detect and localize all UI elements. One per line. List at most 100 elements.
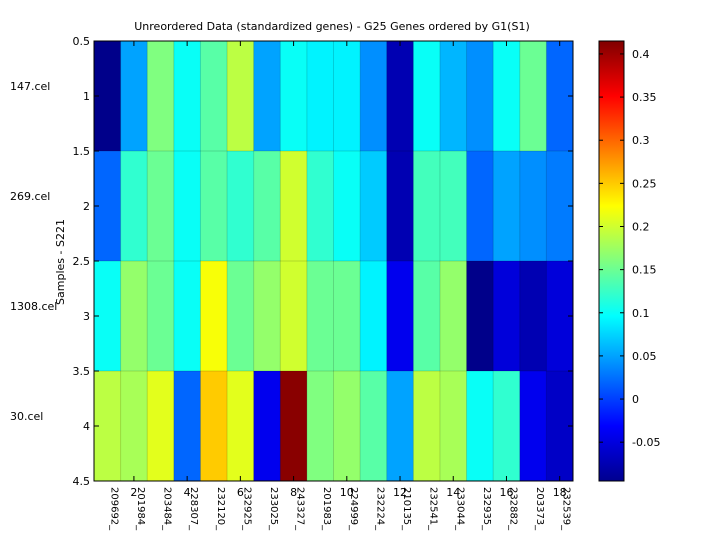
- heatmap-cell: [306, 261, 334, 372]
- heatmap-cell: [333, 41, 361, 152]
- heatmap-cell: [439, 261, 468, 372]
- heatmap-cell: [227, 151, 255, 262]
- heatmap-cell: [227, 261, 255, 372]
- column-label: 233025_: [268, 487, 279, 531]
- column-label: 232935_: [481, 487, 492, 531]
- x-tick-label: 4: [184, 486, 191, 499]
- heatmap-cell: [333, 371, 361, 482]
- colorbar-tick-label: 0.05: [632, 350, 657, 363]
- heatmap-cell: [439, 371, 468, 482]
- x-tick-label: 2: [130, 486, 137, 499]
- heatmap-cell: [519, 261, 547, 372]
- column-label: 232882_: [508, 487, 519, 531]
- heatmap-cell: [306, 371, 334, 482]
- column-label: 232224_: [374, 487, 385, 531]
- heatmap-cell: [360, 371, 388, 482]
- heatmap-cell: [200, 261, 228, 372]
- heatmap-cell: [173, 371, 201, 482]
- colorbar-tick-label: 0.35: [632, 91, 657, 104]
- heatmap-cell: [173, 261, 201, 372]
- heatmap-cell: [333, 151, 361, 262]
- heatmap-cell: [120, 261, 148, 372]
- y-tick-label: 4: [83, 420, 90, 433]
- colorbar-tick-label: 0.4: [632, 48, 650, 61]
- heatmap-cell: [386, 151, 414, 262]
- column-label: 232120_: [215, 487, 226, 531]
- colorbar-tick-label: 0: [632, 393, 639, 406]
- colorbar-tick-label: 0.1: [632, 307, 650, 320]
- y-tick-label: 0.5: [73, 35, 91, 48]
- row-label: 1308.cel: [10, 300, 57, 313]
- y-tick-label: 3.5: [73, 365, 91, 378]
- heatmap-cell: [519, 371, 547, 482]
- heatmap-cell: [253, 261, 281, 372]
- heatmap-cell: [173, 151, 201, 262]
- heatmap-cell: [413, 371, 441, 482]
- row-label: 30.cel: [10, 410, 43, 423]
- axes: 0.5 1 1.5 2 2.5 3 3.5 4 4.5 147.cel 269.cel 1308.ce…: [10, 35, 574, 531]
- colorbar-tick-label: 0.15: [632, 264, 657, 277]
- heatmap-cell: [413, 41, 441, 152]
- heatmap-cell: [120, 151, 148, 262]
- heatmap-cell: [173, 41, 201, 152]
- heatmap-cell: [360, 151, 388, 262]
- heatmap-cell: [360, 41, 388, 152]
- y-tick-label: 4.5: [73, 475, 91, 488]
- colorbar: -0.05 0 0.05 0.1 0.15 0.2 0.25 0.3 0.35 0.4: [598, 40, 660, 482]
- heatmap-cell: [519, 41, 547, 152]
- colorbar-gradient: [598, 40, 625, 482]
- colorbar-tick-label: -0.05: [632, 436, 660, 449]
- x-tick-label: 6: [237, 486, 244, 499]
- column-label: 233044_: [454, 487, 465, 531]
- colorbar-tick-label: 0.3: [632, 134, 650, 147]
- colorbar-tick-label: 0.2: [632, 220, 650, 233]
- heatmap-cell: [227, 41, 255, 152]
- column-label: 232925_: [241, 487, 252, 531]
- x-tick-label: 10: [340, 486, 354, 499]
- heatmap-cell: [413, 151, 441, 262]
- cell-borders: [94, 41, 573, 481]
- y-tick-label: 2.5: [73, 255, 91, 268]
- y-tick-label: 1: [83, 90, 90, 103]
- heatmap-cell: [386, 41, 414, 152]
- column-label: 232541_: [428, 487, 439, 531]
- heatmap-cell: [253, 151, 281, 262]
- heatmap-cell: [466, 151, 494, 262]
- heatmap-cell: [306, 151, 334, 262]
- heatmap-cell: [386, 261, 414, 372]
- heatmap-cell: [386, 371, 414, 482]
- heatmap-cell: [147, 151, 175, 262]
- y-tick-label: 3: [83, 310, 90, 323]
- heatmap-cell: [493, 261, 521, 372]
- y-axis-label: Samples - S221: [54, 219, 67, 305]
- column-label: 228307_: [188, 487, 199, 531]
- heatmap-cell: [439, 151, 468, 262]
- heatmap-cell: [280, 371, 308, 482]
- heatmap-cell: [466, 261, 494, 372]
- heatmap-cell: [413, 261, 441, 372]
- heatmap-cell: [147, 371, 175, 482]
- heatmap-cell: [200, 151, 228, 262]
- heatmap-cell: [493, 151, 521, 262]
- heatmap-cell: [306, 41, 334, 152]
- heatmap-cell: [200, 41, 228, 152]
- x-tick-label: 14: [446, 486, 460, 499]
- column-label: 203373_: [534, 487, 545, 531]
- chart-title: Unreordered Data (standardized genes) - …: [134, 20, 530, 33]
- y-tick-label: 1.5: [73, 145, 91, 158]
- row-label: 147.cel: [10, 80, 50, 93]
- heatmap-cell: [519, 151, 547, 262]
- heatmap-cell: [253, 371, 281, 482]
- column-label: 203484_: [162, 487, 173, 531]
- column-label: 210135_: [401, 487, 412, 531]
- x-tick-label: 16: [499, 486, 513, 499]
- heatmap-cell: [280, 261, 308, 372]
- column-label: 224999_: [348, 487, 359, 531]
- y-tick-label: 2: [83, 200, 90, 213]
- x-tick-label: 18: [553, 486, 567, 499]
- heatmap-cell: [439, 41, 468, 152]
- column-label: 201984_: [135, 487, 146, 531]
- column-label: 201983_: [321, 487, 332, 531]
- heatmap-cell: [253, 41, 281, 152]
